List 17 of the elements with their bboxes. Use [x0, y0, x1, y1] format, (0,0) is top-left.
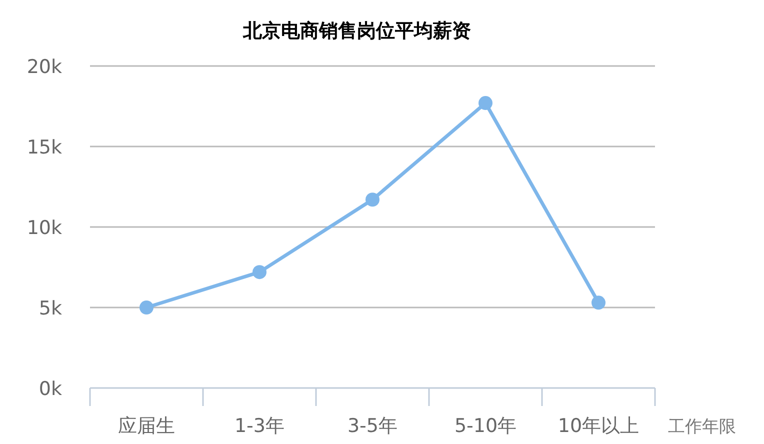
y-tick-label: 0k — [38, 378, 62, 400]
point — [140, 300, 154, 314]
point — [478, 96, 492, 110]
x-tick-label: 应届生 — [118, 415, 175, 437]
x-axis-title: 工作年限 — [668, 417, 736, 437]
point — [366, 192, 380, 207]
y-tick-label: 10k — [26, 217, 62, 239]
y-tick-label: 15k — [26, 136, 62, 158]
y-tick-label: 5k — [38, 298, 62, 320]
x-tick-label: 3-5年 — [347, 415, 398, 437]
x-tick-label: 1-3年 — [234, 415, 285, 437]
chart-title: 北京电商销售岗位平均薪资 — [242, 20, 471, 42]
x-tick-label: 5-10年 — [454, 415, 517, 437]
y-tick-label: 20k — [26, 56, 62, 78]
point — [252, 265, 266, 280]
x-tick-label: 10年以上 — [558, 415, 640, 437]
point — [592, 296, 606, 310]
